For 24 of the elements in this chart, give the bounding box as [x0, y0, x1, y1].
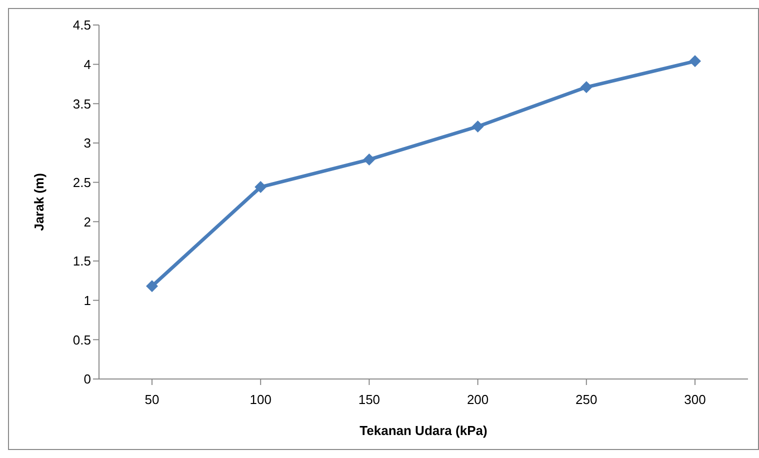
y-tick-label: 0.5	[72, 332, 91, 348]
x-tick-label: 150	[358, 392, 380, 408]
y-tick-label: 1.5	[72, 254, 91, 269]
x-axis-title: Tekanan Udara (kPa)	[360, 423, 488, 438]
y-tick-label: 3.5	[72, 96, 91, 112]
y-tick-label: 1	[84, 292, 91, 308]
y-tick-label: 4	[84, 56, 91, 72]
point	[472, 120, 484, 132]
x-tick-label: 300	[684, 392, 706, 408]
y-axis-title: Jarak (m)	[32, 173, 47, 231]
point	[580, 81, 592, 94]
point	[254, 181, 267, 194]
y-tick-label: 4.5	[72, 18, 91, 33]
x-tick-label: 50	[144, 392, 160, 408]
point	[363, 154, 376, 166]
x-tick-label: 250	[576, 392, 598, 408]
point	[146, 280, 158, 292]
point	[689, 55, 701, 68]
y-tick-label: 3	[84, 136, 91, 151]
x-tick-label: 200	[466, 392, 489, 408]
y-tick-label: 2	[84, 214, 91, 230]
x-tick-label: 100	[250, 392, 272, 408]
y-tick-label: 2.5	[72, 174, 91, 190]
y-tick-label: 0	[84, 372, 91, 387]
